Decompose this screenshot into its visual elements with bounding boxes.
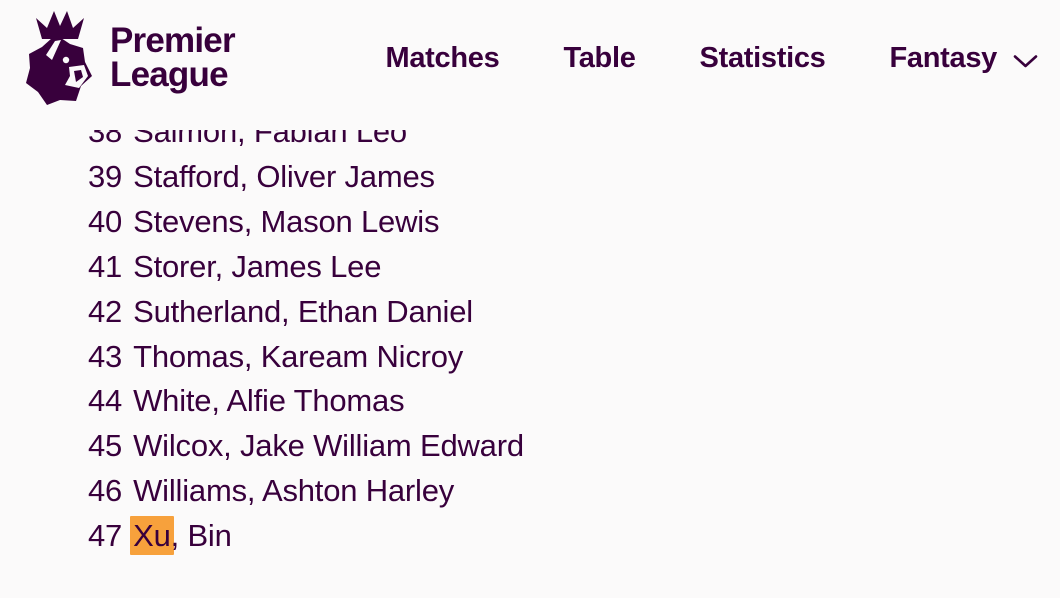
list-item: 40 Stevens, Mason Lewis bbox=[88, 200, 524, 245]
player-name: Storer, James Lee bbox=[133, 248, 382, 284]
premier-league-logo[interactable]: Premier League bbox=[18, 8, 236, 108]
nav-label: Statistics bbox=[699, 41, 826, 74]
main-nav: Matches Table Statistics Fantasy bbox=[386, 0, 1039, 116]
list-item: 42 Sutherland, Ethan Daniel bbox=[88, 290, 524, 335]
player-name: Stafford, Oliver James bbox=[133, 158, 435, 194]
player-number: 40 bbox=[88, 203, 123, 239]
player-name: Williams, Ashton Harley bbox=[133, 473, 455, 509]
chevron-down-icon bbox=[1013, 54, 1038, 67]
list-item: 46 Williams, Ashton Harley bbox=[88, 469, 524, 514]
nav-item-statistics[interactable]: Statistics bbox=[700, 42, 826, 75]
player-name: Wilcox, Jake William Edward bbox=[133, 428, 524, 464]
nav-label: Table bbox=[563, 41, 636, 74]
nav-item-fantasy[interactable]: Fantasy bbox=[890, 42, 1039, 75]
list-item: 41 Storer, James Lee bbox=[88, 245, 524, 290]
player-number: 44 bbox=[88, 383, 123, 419]
list-item: 43 Thomas, Kaream Nicroy bbox=[88, 335, 524, 380]
list-item: 45 Wilcox, Jake William Edward bbox=[88, 424, 524, 469]
brand-line-2: League bbox=[110, 55, 229, 94]
nav-label: Fantasy bbox=[889, 41, 998, 74]
player-number: 39 bbox=[88, 158, 123, 194]
nav-item-matches[interactable]: Matches bbox=[386, 42, 500, 75]
player-number: 47 bbox=[88, 518, 123, 554]
player-name: White, Alfie Thomas bbox=[133, 383, 405, 419]
player-number: 46 bbox=[88, 473, 123, 509]
brand-wordmark: Premier League bbox=[110, 21, 236, 94]
player-name: Thomas, Kaream Nicroy bbox=[133, 338, 464, 374]
site-header: Premier League Matches Table Statistics … bbox=[0, 0, 1060, 130]
search-highlight: Xu bbox=[130, 516, 174, 556]
player-name: Stevens, Mason Lewis bbox=[133, 203, 440, 239]
nav-item-table[interactable]: Table bbox=[563, 42, 635, 75]
player-name-rest: , Bin bbox=[170, 518, 232, 554]
player-name: Sutherland, Ethan Daniel bbox=[133, 293, 473, 329]
player-number: 43 bbox=[88, 338, 123, 374]
list-item: 44 White, Alfie Thomas bbox=[88, 379, 524, 424]
premier-league-lion-icon bbox=[26, 11, 92, 105]
brand-line-1: Premier bbox=[110, 21, 236, 60]
list-item: 47 Xu, Bin bbox=[88, 514, 524, 559]
player-number: 42 bbox=[88, 293, 123, 329]
player-list: 38 Salmon, Fabian Leo 39 Stafford, Oliver … bbox=[88, 110, 524, 559]
player-name: Xu, Bin bbox=[130, 516, 232, 556]
player-number: 41 bbox=[88, 248, 123, 284]
list-item: 39 Stafford, Oliver James bbox=[88, 155, 524, 200]
player-number: 45 bbox=[88, 428, 123, 464]
nav-label: Matches bbox=[385, 41, 500, 74]
